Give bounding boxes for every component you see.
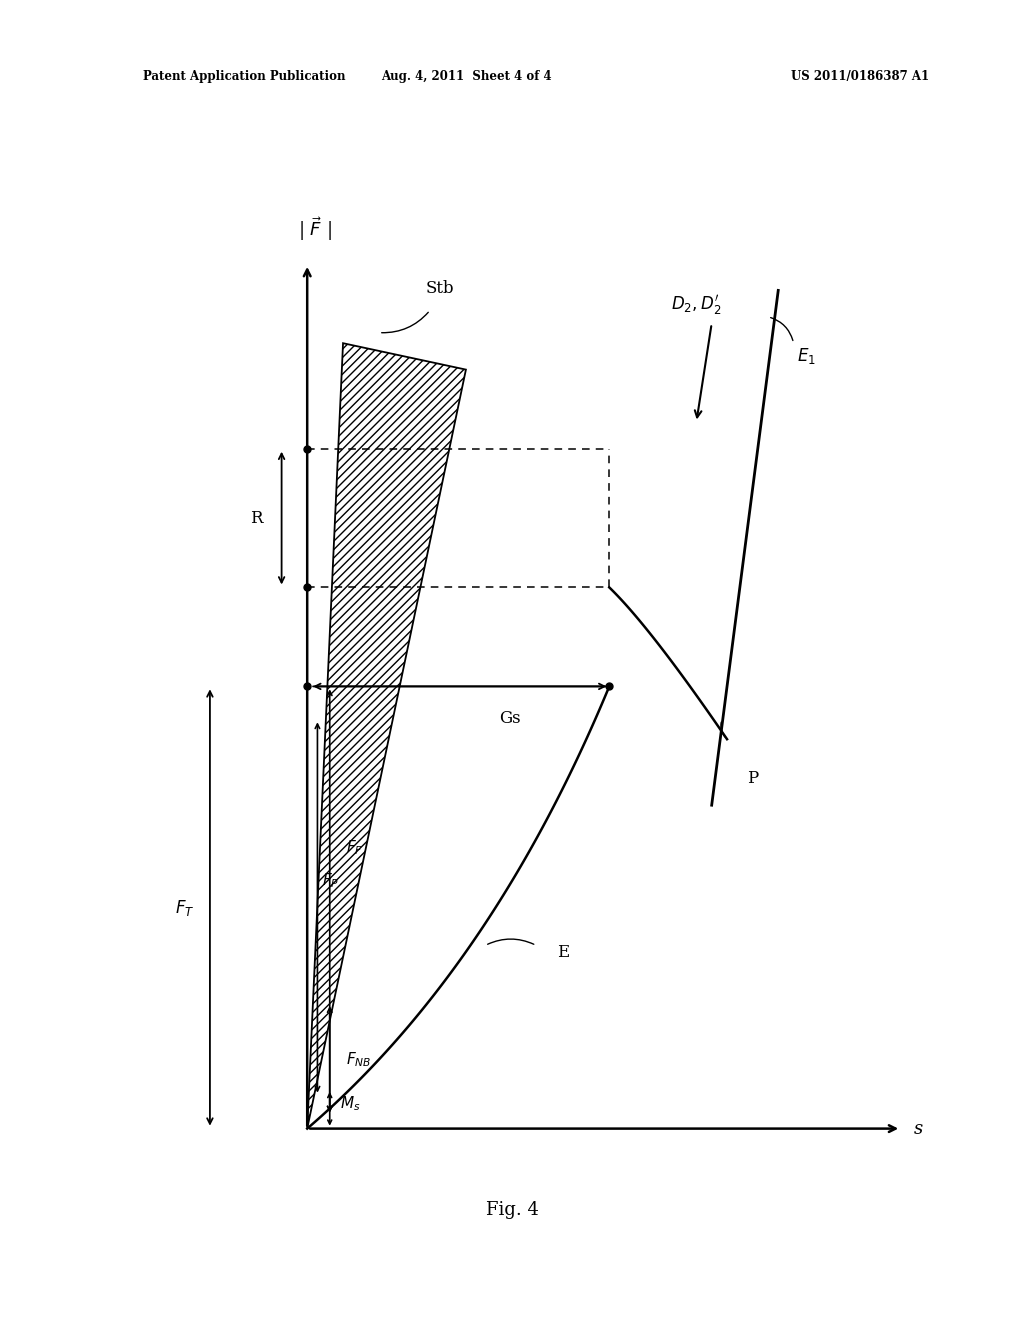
Text: Fig. 4: Fig. 4 [485, 1201, 539, 1220]
Text: Stb: Stb [426, 280, 455, 297]
Text: |: | [299, 222, 305, 240]
Text: Gs: Gs [499, 710, 520, 727]
Text: Patent Application Publication: Patent Application Publication [143, 70, 346, 83]
Text: |: | [327, 222, 333, 240]
Text: $E_1$: $E_1$ [797, 346, 815, 367]
Polygon shape [307, 343, 466, 1129]
Text: $D_2, D_2'$: $D_2, D_2'$ [671, 293, 722, 317]
Text: $F_T$: $F_T$ [175, 898, 194, 917]
Text: E: E [557, 944, 569, 961]
Text: R: R [250, 510, 262, 527]
Text: US 2011/0186387 A1: US 2011/0186387 A1 [792, 70, 929, 83]
Text: Aug. 4, 2011  Sheet 4 of 4: Aug. 4, 2011 Sheet 4 of 4 [381, 70, 551, 83]
Text: $F_{NB}$: $F_{NB}$ [346, 1049, 372, 1069]
Text: $M_s$: $M_s$ [340, 1094, 360, 1113]
Text: s: s [913, 1119, 923, 1138]
Text: $\vec{F}$: $\vec{F}$ [309, 218, 322, 240]
Text: P: P [748, 771, 759, 787]
Text: $F_F$: $F_F$ [346, 838, 364, 858]
Text: $F_P$: $F_P$ [322, 871, 339, 891]
